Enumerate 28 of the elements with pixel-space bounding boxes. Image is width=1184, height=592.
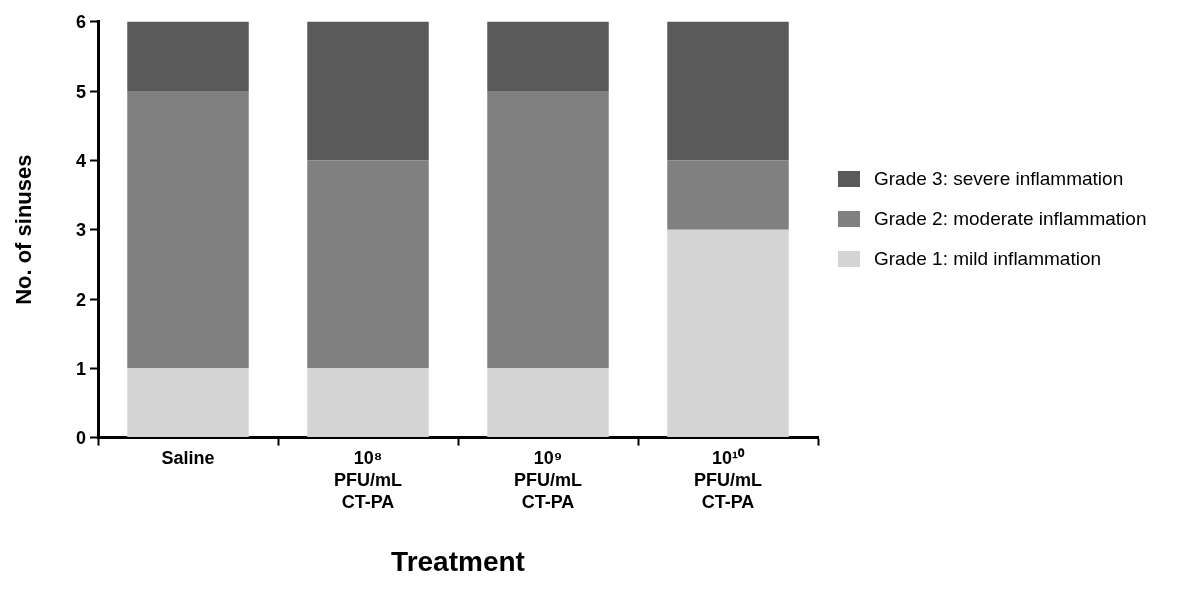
bar	[487, 91, 609, 369]
y-tick-label: 2	[75, 289, 86, 310]
bar	[667, 160, 789, 230]
x-tick-label: 10¹⁰ PFU/mL CT-PA	[693, 448, 763, 512]
x-tick-label: 10⁸ PFU/mL CT-PA	[333, 448, 403, 512]
bar	[667, 21, 789, 161]
bar	[127, 368, 249, 438]
legend-label: Grade 1: mild inflammation	[874, 248, 1102, 270]
bar	[127, 91, 249, 369]
y-tick-label: 3	[75, 220, 86, 241]
y-tick-label: 1	[75, 358, 86, 379]
y-axis-title: No. of sinuses	[11, 154, 37, 305]
y-tick-label: 0	[75, 428, 86, 449]
y-tick-label: 4	[75, 150, 86, 171]
x-tick-label: 10⁹ PFU/mL CT-PA	[513, 448, 583, 512]
bar	[307, 368, 429, 438]
y-tick-label: 6	[75, 12, 86, 33]
bar	[307, 160, 429, 369]
x-axis-title: Treatment	[391, 545, 525, 577]
y-tick-label: 5	[75, 81, 86, 102]
bar	[127, 21, 249, 92]
legend-label: Grade 2: moderate inflammation	[874, 208, 1147, 230]
bar	[307, 21, 429, 161]
bar	[487, 21, 609, 92]
bar	[667, 229, 789, 438]
x-tick-label: Saline	[161, 448, 215, 469]
legend-label: Grade 3: severe inflammation	[874, 168, 1124, 190]
bar	[487, 368, 609, 438]
